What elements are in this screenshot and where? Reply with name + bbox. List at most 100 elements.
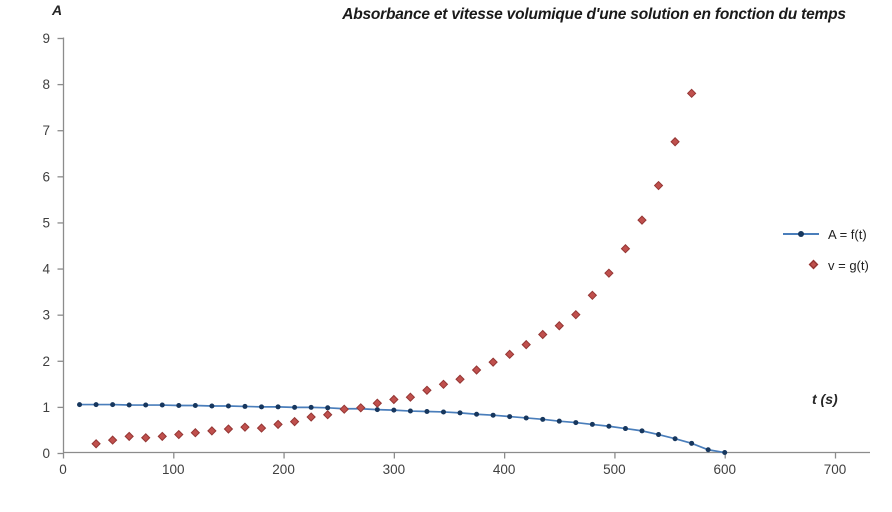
series-vitesse-point xyxy=(422,385,432,395)
series-vitesse-point xyxy=(322,410,333,420)
series-absorbance-point xyxy=(192,403,198,409)
series-vitesse-point xyxy=(571,309,581,320)
series-vitesse-point xyxy=(190,428,201,438)
series-vitesse-point xyxy=(306,412,316,422)
y-tick-label: 7 xyxy=(42,123,50,138)
series-vitesse-point xyxy=(554,321,564,331)
series-absorbance-point xyxy=(110,402,116,408)
line-circle-marker-icon xyxy=(781,226,823,242)
series-absorbance-point xyxy=(722,450,728,456)
series-absorbance-point xyxy=(159,402,165,408)
series-vitesse-point xyxy=(124,431,134,442)
y-tick-label: 0 xyxy=(42,446,50,461)
series-absorbance-point xyxy=(507,414,513,420)
series-absorbance-point xyxy=(589,421,595,427)
series-absorbance-point xyxy=(523,415,529,421)
x-tick-label: 0 xyxy=(59,462,67,477)
series-vitesse-point xyxy=(273,419,283,430)
series-absorbance-point xyxy=(639,428,645,434)
legend-label: v = g(t) xyxy=(828,257,869,273)
x-tick-label: 500 xyxy=(603,462,626,477)
series-vitesse-point xyxy=(587,290,598,301)
series-absorbance-point xyxy=(308,404,314,410)
series-absorbance-point xyxy=(440,409,446,415)
series-absorbance-point xyxy=(391,407,397,413)
series-vitesse-point xyxy=(504,349,515,360)
series-absorbance-point xyxy=(143,402,149,408)
series-absorbance-point xyxy=(93,402,99,408)
series-vitesse-point xyxy=(157,431,167,442)
x-axis-label: t (s) xyxy=(812,391,838,407)
x-tick-label: 300 xyxy=(383,462,406,477)
series-vitesse-point xyxy=(240,422,250,432)
series-absorbance-point xyxy=(622,426,628,432)
series-vitesse-point xyxy=(256,423,267,433)
series-vitesse-point xyxy=(389,394,399,405)
series-absorbance-point xyxy=(424,409,430,414)
series-absorbance-point xyxy=(259,404,265,410)
y-tick-label: 6 xyxy=(42,169,50,184)
series-vitesse-point xyxy=(372,398,383,408)
x-tick-label: 600 xyxy=(713,462,736,477)
series-absorbance-point xyxy=(573,420,579,426)
series-vitesse-point xyxy=(686,88,697,99)
series-vitesse-point xyxy=(174,429,184,440)
diamond-marker-icon xyxy=(781,257,823,273)
legend: A = f(t) v = g(t) xyxy=(781,226,869,273)
series-vitesse-point xyxy=(521,339,531,350)
series-absorbance-point xyxy=(457,410,463,416)
series-absorbance-point xyxy=(77,402,83,408)
series-absorbance-line xyxy=(79,403,725,454)
x-tick-label: 400 xyxy=(493,462,516,477)
series-absorbance-point xyxy=(126,402,132,408)
series-absorbance-point xyxy=(225,403,231,409)
series-vitesse-point xyxy=(107,435,118,445)
y-tick-label: 8 xyxy=(42,77,50,92)
y-axis-label: A xyxy=(52,2,63,18)
series-vitesse-point xyxy=(356,403,366,413)
series-vitesse-point xyxy=(207,426,217,436)
series-absorbance-point xyxy=(672,436,678,442)
series-vitesse-point xyxy=(455,374,465,384)
series-absorbance-point xyxy=(606,423,612,429)
series-absorbance-point xyxy=(407,408,413,414)
x-tick-label: 700 xyxy=(824,462,847,477)
series-absorbance-point xyxy=(656,432,662,438)
series-vitesse-point xyxy=(670,137,680,147)
series-vitesse-point xyxy=(141,433,151,443)
y-tick-label: 2 xyxy=(42,354,50,369)
series-vitesse-point xyxy=(91,439,101,449)
series-absorbance-point xyxy=(689,440,695,446)
legend-entry-absorbance: A = f(t) xyxy=(781,226,869,242)
series-absorbance-point xyxy=(705,447,711,453)
series-absorbance-point xyxy=(374,407,380,413)
series-vitesse-point xyxy=(538,329,548,340)
y-tick-label: 1 xyxy=(42,400,50,415)
series-absorbance-point xyxy=(242,403,248,409)
series-absorbance-point xyxy=(325,405,331,411)
series-vitesse-point xyxy=(620,244,631,254)
series-absorbance-point xyxy=(209,403,215,409)
y-tick-label: 3 xyxy=(42,308,50,323)
series-vitesse-point xyxy=(488,357,498,367)
series-vitesse-point xyxy=(289,416,300,427)
series-absorbance-point xyxy=(275,404,281,410)
series-absorbance-point xyxy=(176,403,182,409)
series-vitesse-point xyxy=(405,392,416,402)
series-absorbance-point xyxy=(490,412,496,418)
series-vitesse-point xyxy=(471,365,482,375)
series-absorbance-point xyxy=(292,404,298,410)
legend-entry-vitesse: v = g(t) xyxy=(781,257,869,273)
series-absorbance-point xyxy=(540,416,546,422)
x-tick-label: 200 xyxy=(272,462,295,477)
chart-title: Absorbance et vitesse volumique d'une so… xyxy=(342,6,846,23)
series-absorbance-point xyxy=(556,418,562,424)
series-vitesse-point xyxy=(604,268,614,278)
y-tick-label: 9 xyxy=(42,31,50,46)
series-absorbance-point xyxy=(474,411,480,417)
y-tick-label: 5 xyxy=(42,215,50,230)
series-vitesse-point xyxy=(339,404,349,414)
legend-label: A = f(t) xyxy=(828,226,867,242)
